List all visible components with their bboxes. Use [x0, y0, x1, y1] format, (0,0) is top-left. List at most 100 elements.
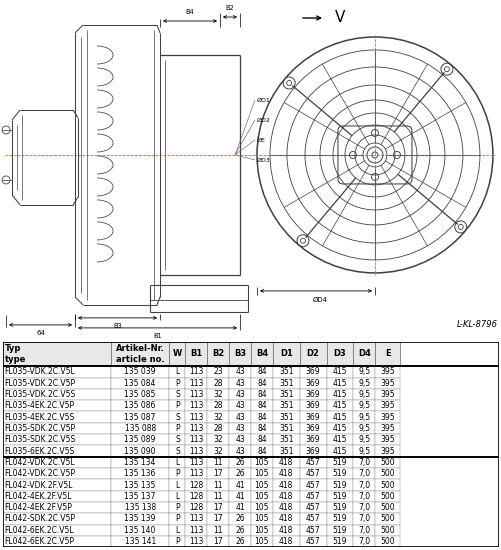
Text: ØD1: ØD1: [257, 97, 270, 102]
Bar: [169, 446, 185, 456]
Bar: [353, 525, 375, 536]
Text: 395: 395: [380, 412, 394, 422]
Bar: [228, 366, 250, 377]
Text: L: L: [175, 526, 179, 535]
Text: FL035-4EK.2C.V5S: FL035-4EK.2C.V5S: [5, 412, 75, 422]
Text: 135 039: 135 039: [124, 367, 156, 376]
Bar: [273, 513, 299, 525]
Text: 7,0: 7,0: [358, 481, 370, 490]
Bar: [185, 446, 207, 456]
Text: 9,5: 9,5: [358, 402, 370, 410]
Bar: [228, 491, 250, 502]
Text: 457: 457: [305, 481, 320, 490]
Text: B3: B3: [233, 349, 245, 359]
Text: 84: 84: [257, 412, 266, 422]
Bar: [207, 480, 228, 491]
Bar: [207, 423, 228, 434]
Text: FL042-6EK.2C.V5L: FL042-6EK.2C.V5L: [5, 526, 74, 535]
Bar: [185, 434, 207, 446]
Text: L: L: [175, 492, 179, 501]
Text: 135 090: 135 090: [124, 447, 156, 455]
Text: 135 138: 135 138: [124, 503, 155, 512]
Text: 418: 418: [279, 537, 293, 546]
Text: 351: 351: [279, 379, 293, 388]
Text: 500: 500: [380, 492, 394, 501]
Bar: [250, 502, 273, 513]
Text: 113: 113: [189, 390, 203, 399]
Text: 418: 418: [279, 526, 293, 535]
Text: 113: 113: [189, 469, 203, 478]
Bar: [299, 513, 326, 525]
Text: 369: 369: [305, 447, 320, 455]
Text: 135 085: 135 085: [124, 390, 155, 399]
Bar: [111, 502, 169, 513]
Text: 105: 105: [254, 492, 269, 501]
Text: 519: 519: [332, 514, 347, 524]
Bar: [375, 480, 399, 491]
Text: 135 141: 135 141: [124, 537, 155, 546]
Bar: [299, 423, 326, 434]
Text: 9,5: 9,5: [358, 412, 370, 422]
Text: P: P: [175, 503, 179, 512]
Text: 415: 415: [332, 424, 347, 433]
Text: P: P: [175, 402, 179, 410]
Text: D1: D1: [279, 349, 292, 359]
Text: 415: 415: [332, 402, 347, 410]
Bar: [228, 411, 250, 423]
Bar: [3, 468, 111, 480]
Bar: [326, 446, 353, 456]
Text: 500: 500: [380, 458, 394, 467]
Text: 519: 519: [332, 537, 347, 546]
Text: 23: 23: [213, 367, 222, 376]
Bar: [375, 342, 399, 366]
Text: 113: 113: [189, 447, 203, 455]
Text: FL035-VDK.2C.V5P: FL035-VDK.2C.V5P: [5, 379, 76, 388]
Bar: [273, 468, 299, 480]
Text: 9,5: 9,5: [358, 447, 370, 455]
Bar: [273, 400, 299, 411]
Text: 135 135: 135 135: [124, 481, 155, 490]
Text: 64: 64: [36, 330, 45, 336]
Bar: [250, 400, 273, 411]
Text: P: P: [175, 379, 179, 388]
Text: 351: 351: [279, 402, 293, 410]
Bar: [326, 502, 353, 513]
Bar: [207, 446, 228, 456]
Text: 7,0: 7,0: [358, 503, 370, 512]
Bar: [111, 480, 169, 491]
Text: 113: 113: [189, 367, 203, 376]
Text: 457: 457: [305, 537, 320, 546]
Bar: [299, 342, 326, 366]
Text: 369: 369: [305, 402, 320, 410]
Text: 9,5: 9,5: [358, 390, 370, 399]
Bar: [299, 525, 326, 536]
Text: 113: 113: [189, 537, 203, 546]
Bar: [3, 377, 111, 389]
Bar: [207, 491, 228, 502]
Text: 17: 17: [213, 537, 222, 546]
Bar: [3, 480, 111, 491]
Bar: [3, 366, 111, 377]
Bar: [111, 389, 169, 400]
Bar: [111, 377, 169, 389]
Bar: [228, 480, 250, 491]
Text: L: L: [175, 458, 179, 467]
Text: L: L: [175, 367, 179, 376]
Text: 418: 418: [279, 481, 293, 490]
Bar: [185, 423, 207, 434]
Bar: [3, 446, 111, 456]
Text: V: V: [334, 10, 345, 25]
Text: FL042-SDK.2C.V5P: FL042-SDK.2C.V5P: [5, 514, 75, 524]
Text: FL035-VDK.2C.V5L: FL035-VDK.2C.V5L: [5, 367, 75, 376]
Bar: [207, 342, 228, 366]
Bar: [228, 502, 250, 513]
Bar: [228, 342, 250, 366]
Text: 113: 113: [189, 435, 203, 444]
Bar: [353, 513, 375, 525]
Text: 369: 369: [305, 435, 320, 444]
Bar: [207, 377, 228, 389]
Text: 105: 105: [254, 469, 269, 478]
Bar: [326, 480, 353, 491]
Bar: [273, 423, 299, 434]
Bar: [111, 411, 169, 423]
